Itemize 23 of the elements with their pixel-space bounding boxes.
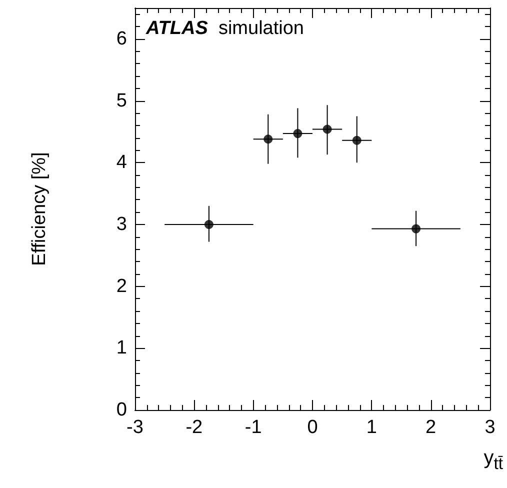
y-tick-label: 3 bbox=[116, 214, 127, 235]
x-tick-label: -3 bbox=[126, 417, 144, 438]
point bbox=[322, 124, 332, 134]
y-tick-label: 0 bbox=[116, 400, 127, 420]
x-tick-label: 3 bbox=[484, 417, 496, 438]
y-tick-label: 5 bbox=[116, 90, 127, 112]
x-tick-label: 0 bbox=[307, 417, 318, 438]
point bbox=[352, 136, 362, 145]
y-tick-label: 4 bbox=[116, 152, 128, 174]
y-tick-label: 1 bbox=[116, 338, 127, 359]
y-axis-title: Efficiency [%] bbox=[29, 152, 51, 266]
point bbox=[264, 134, 273, 144]
x-tick-label: -2 bbox=[186, 417, 203, 438]
x-tick-label: 2 bbox=[426, 417, 436, 438]
point bbox=[293, 129, 302, 138]
point bbox=[412, 224, 421, 234]
x-tick-label: 1 bbox=[366, 417, 377, 438]
point bbox=[204, 220, 214, 229]
text: ATLAS simulation bbox=[145, 18, 304, 39]
y-tick-label: 6 bbox=[116, 28, 127, 50]
y-tick-label: 2 bbox=[116, 276, 127, 297]
x-axis-title: y$_{tt̄}$ bbox=[484, 446, 503, 475]
x-tick-label: -1 bbox=[244, 417, 262, 438]
